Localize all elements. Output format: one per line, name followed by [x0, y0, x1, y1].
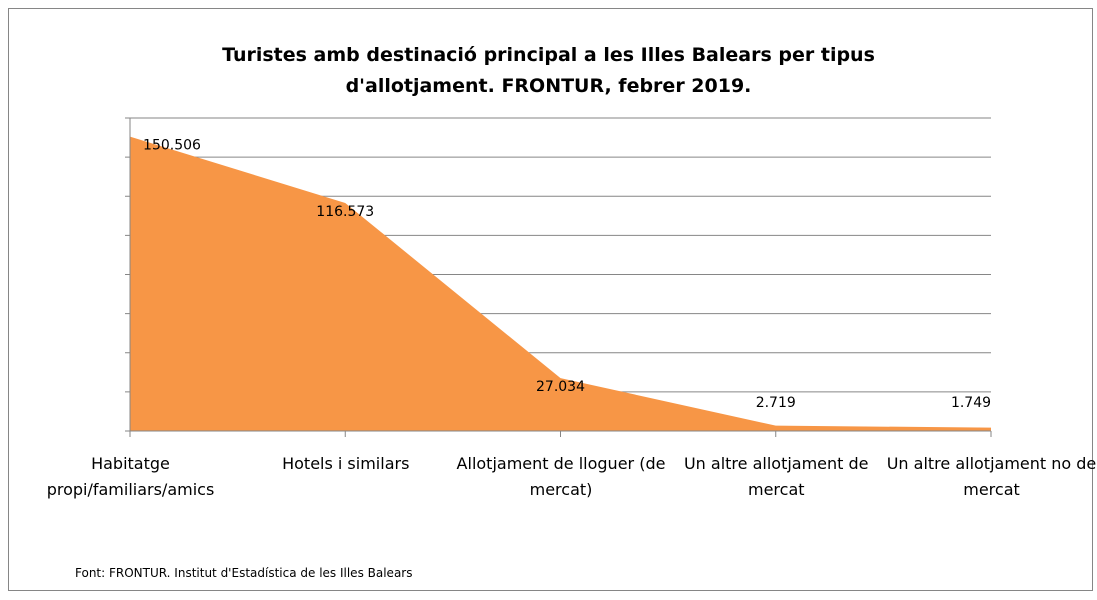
x-tick-label: Hotels i similars [282, 454, 410, 473]
data-label: 1.749 [951, 395, 991, 411]
x-tick-label: Un altre allotjament de mercat [683, 454, 869, 499]
data-label: 150.506 [143, 138, 201, 154]
x-tick-label: Habitatge propi/familiars/amics [46, 454, 215, 499]
area [130, 136, 991, 431]
data-label: 27.034 [536, 379, 585, 395]
chart-frame [8, 8, 1093, 591]
source-note: Font: FRONTUR. Institut d'Estadística de… [75, 566, 413, 580]
x-tick-label: Allotjament de lloguer (de mercat) [456, 454, 666, 499]
data-label: 116.573 [316, 204, 374, 220]
chart-title: Turistes amb destinació principal a les … [222, 44, 875, 97]
data-label: 2.719 [756, 395, 796, 411]
x-tick-label: Un altre allotjament no de mercat [886, 454, 1097, 499]
